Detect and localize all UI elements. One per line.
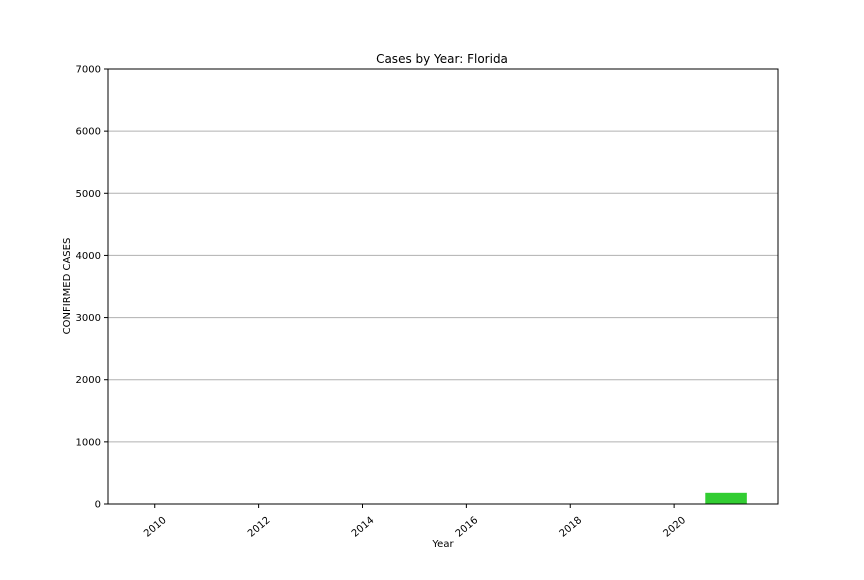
y-tick-label: 5000: [76, 189, 101, 200]
x-tick-label: 2016: [454, 515, 481, 540]
x-axis-label: Year: [431, 539, 454, 550]
chart-title: Cases by Year: Florida: [376, 52, 508, 66]
bars: [705, 492, 747, 504]
x-tick-label: 2012: [246, 515, 273, 540]
x-tick-label: 2010: [142, 515, 169, 540]
y-tick-label: 2000: [76, 375, 101, 386]
y-tick-label: 1000: [76, 437, 101, 448]
gridlines: [108, 130, 778, 443]
y-axis: 0 1000 2000 3000 4000 5000 6000 7000: [76, 65, 108, 511]
bar-2021: [705, 492, 747, 504]
y-tick-label: 0: [95, 500, 101, 511]
x-tick-label: 2020: [661, 515, 688, 540]
x-axis: 2010 2012 2014 2016 2018 2020: [142, 504, 688, 540]
y-axis-label: CONFIRMED CASES: [62, 238, 73, 335]
y-tick-label: 6000: [76, 127, 101, 138]
y-tick-label: 7000: [76, 65, 101, 76]
x-tick-label: 2018: [558, 515, 585, 540]
plot-frame: [107, 68, 779, 505]
y-tick-label: 3000: [76, 313, 101, 324]
y-tick-label: 4000: [76, 251, 101, 262]
x-tick-label: 2014: [350, 515, 377, 540]
